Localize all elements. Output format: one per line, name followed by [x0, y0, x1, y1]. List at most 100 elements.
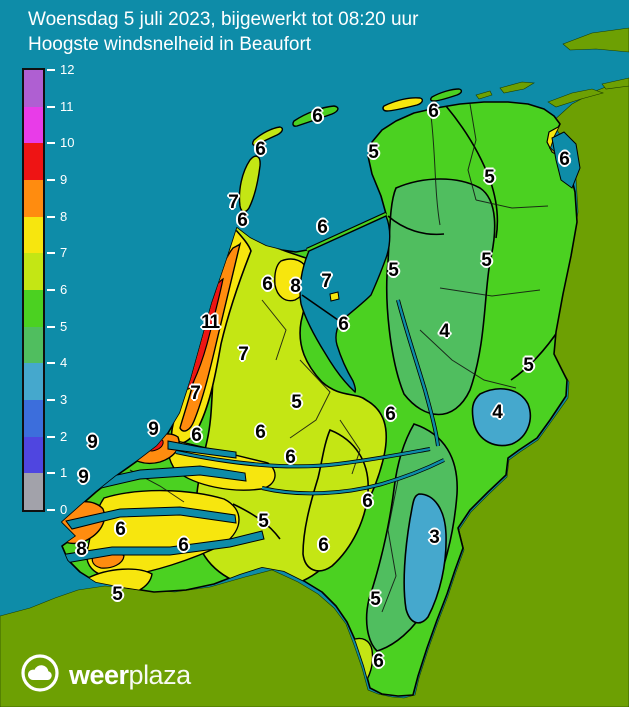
beaufort-legend: 12 11 10 9 8 7 6 5 4 3 2 1 0 [22, 62, 102, 517]
wind-speed-label: 6 [385, 404, 396, 425]
ijsselmeer [299, 215, 391, 394]
legend-tick-label-9: 9 [60, 171, 68, 187]
wind-speed-label: 6 [559, 149, 570, 170]
wind-speed-label: 6 [318, 535, 329, 556]
wind-speed-label: 9 [78, 467, 89, 488]
islet-stavoren [329, 291, 340, 302]
wind-speed-label: 5 [388, 260, 399, 281]
cloud-icon [20, 653, 60, 698]
legend-segment-8-9 [24, 180, 43, 217]
dollard-inlet [551, 131, 581, 189]
wind-speed-label: 6 [317, 217, 328, 238]
legend-tick-label-7: 7 [60, 245, 68, 261]
legend-tick [47, 179, 55, 181]
legend-segment-9-10 [24, 143, 43, 181]
wind-speed-label: 6 [262, 274, 273, 295]
wind-speed-label: 5 [523, 355, 534, 376]
legend-tick-label-3: 3 [60, 391, 68, 407]
wind-speed-label: 5 [370, 589, 381, 610]
legend-tick [47, 362, 55, 365]
wind-speed-label: 6 [115, 519, 126, 540]
wind-speed-label: 7 [190, 383, 201, 404]
wind-speed-label: 5 [481, 250, 492, 271]
wind-speed-label: 5 [112, 584, 123, 605]
legend-tick-label-0: 0 [60, 501, 68, 517]
legend-tick [47, 69, 55, 71]
legend-tick-label-8: 8 [60, 208, 68, 224]
delta-channels [62, 440, 265, 564]
wind-speed-label: 6 [255, 139, 266, 160]
wind-speed-label: 3 [429, 527, 440, 548]
wind-region-4-blue-patch [471, 388, 532, 447]
legend-segment-3-4 [24, 363, 43, 401]
wind-speed-label: 11 [200, 312, 220, 333]
wind-speed-label: 5 [368, 142, 379, 163]
legend-tick-label-12: 12 [60, 61, 75, 77]
legend-tick-label-11: 11 [60, 98, 74, 114]
legend-tick [47, 472, 55, 475]
legend-segment-0-1 [24, 473, 43, 511]
wind-region-6-brabant [302, 428, 369, 572]
wind-speed-label: 6 [373, 651, 384, 672]
houtribdijk [301, 294, 339, 321]
wind-speed-label: 6 [312, 106, 323, 127]
legend-tick [47, 289, 55, 291]
legend-segment-1-2 [24, 436, 43, 474]
wind-speed-label: 6 [338, 314, 349, 335]
legend-segment-10-11 [24, 106, 43, 144]
wind-speed-label: 5 [291, 392, 302, 413]
island-schiermonnikoog [430, 88, 463, 102]
wind-speed-label: 6 [178, 535, 189, 556]
rivers [175, 299, 445, 496]
legend-segment-2-3 [24, 400, 43, 437]
legend-tick [47, 435, 55, 438]
wind-speed-label: 5 [258, 511, 269, 532]
island-texel [238, 155, 261, 213]
legend-segment-7-8 [24, 216, 43, 254]
island-terschelling [292, 105, 339, 127]
legend-segment-4-5 [24, 326, 43, 364]
map-title-line2: Hoogste windsnelheid in Beaufort [28, 34, 312, 56]
legend-tick-label-2: 2 [60, 428, 68, 444]
legend-tick-label-10: 10 [60, 135, 75, 151]
wind-speed-label: 7 [321, 271, 332, 292]
weerplaza-logo: weerplaza [20, 653, 191, 698]
legend-tick-label-6: 6 [60, 281, 68, 297]
wind-speed-label: 6 [362, 491, 373, 512]
legend-tick [47, 399, 55, 401]
brand-bold: weer [69, 660, 129, 690]
legend-tick [47, 252, 55, 255]
wind-speed-label: 4 [439, 321, 450, 342]
legend-tick [47, 105, 55, 108]
legend-tick-label-4: 4 [60, 355, 68, 371]
legend-color-bar [22, 68, 45, 512]
legend-tick [47, 325, 55, 328]
wind-speed-label: 7 [238, 344, 249, 365]
legend-segment-5-6 [24, 290, 43, 327]
legend-tick [47, 215, 55, 218]
wind-region-3-blue-patch [403, 493, 447, 624]
wind-speed-label: 6 [191, 425, 202, 446]
map-title-line1: Woensdag 5 juli 2023, bijgewerkt tot 08:… [28, 9, 419, 30]
wind-speed-label: 6 [428, 101, 439, 122]
brand-text: weerplaza [69, 660, 191, 691]
island-ameland [382, 97, 424, 112]
brand-light: plaza [128, 660, 192, 690]
wind-speed-label: 6 [237, 210, 248, 231]
wind-speed-label: 8 [76, 539, 87, 560]
wind-speed-label: 5 [484, 167, 495, 188]
wind-regions [62, 103, 567, 688]
wind-speed-label: 6 [285, 447, 296, 468]
legend-tick-label-5: 5 [60, 318, 68, 334]
afsluitdijk [306, 211, 387, 253]
wind-speed-label: 4 [492, 402, 503, 423]
wind-speed-label: 8 [290, 276, 301, 297]
legend-segment-6-7 [24, 253, 43, 291]
wind-speed-label: 9 [87, 432, 98, 453]
wadden-islands [238, 88, 463, 302]
island-vlieland [252, 126, 284, 146]
map-title: Woensdag 5 juli 2023, bijgewerkt tot 08:… [28, 7, 418, 57]
wind-speed-label: 9 [148, 419, 159, 440]
